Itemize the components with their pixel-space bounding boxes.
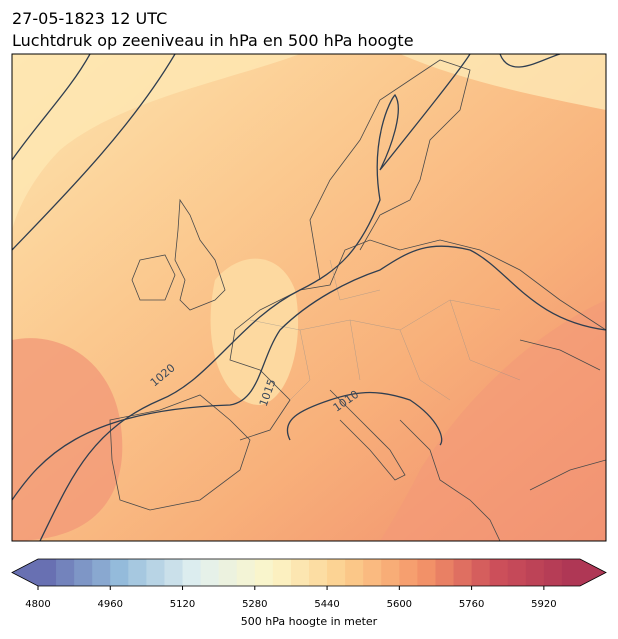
colorbar-tick-label: 5920: [531, 599, 556, 610]
colorbar-segment: [561, 559, 581, 586]
colorbar: 4800 4960 5120 5280 5440 5600 5760 5920: [11, 558, 607, 610]
colorbar-segment: [525, 559, 545, 586]
colorbar-tick-label: 5600: [387, 599, 412, 610]
field-band: [12, 54, 300, 230]
colorbar-segment: [453, 559, 473, 586]
colorbar-segment: [110, 559, 129, 586]
colorbar-segment: [399, 559, 418, 586]
colorbar-outline: [11, 558, 607, 587]
colorbar-extend-high: [580, 559, 606, 586]
field-band: [380, 300, 606, 541]
country-border: [249, 259, 521, 401]
colorbar-tick-label: 5280: [242, 599, 267, 610]
map-title: Luchtdruk op zeeniveau in hPa en 500 hPa…: [12, 31, 414, 50]
colorbar-segment: [489, 559, 509, 586]
coastline: [399, 419, 501, 541]
colorbar-segment: [345, 559, 364, 586]
colorbar-tick-label: 5760: [459, 599, 484, 610]
coastline: [109, 394, 251, 511]
isobar: [39, 54, 471, 541]
coastline: [229, 239, 606, 441]
colorbar-segment: [92, 559, 111, 586]
field-band: [210, 258, 299, 405]
isobar: [286, 391, 443, 446]
colorbar-segment: [254, 559, 274, 586]
colorbar-segment: [236, 559, 256, 586]
colorbar-segment: [182, 559, 202, 586]
coastline: [174, 198, 226, 311]
colorbar-segment: [56, 559, 75, 586]
colorbar-tick-label: 5440: [314, 599, 339, 610]
colorbar-tick-label: 4960: [98, 599, 123, 610]
isobar: [12, 54, 91, 161]
colorbar-label: 500 hPa hoogte in meter: [241, 615, 378, 628]
isobar: [12, 54, 176, 251]
coastline: [529, 459, 606, 491]
colorbar-segment: [507, 559, 527, 586]
colorbar-segment: [38, 559, 57, 586]
colorbar-segment: [471, 559, 491, 586]
date-line: 27-05-1823 12 UTC: [12, 9, 167, 28]
coastline: [309, 59, 471, 281]
colorbar-tick-label: 5120: [170, 599, 195, 610]
isobar: [12, 245, 606, 501]
colorbar-segment: [200, 559, 220, 586]
colorbar-tick-label: 4800: [25, 599, 50, 610]
colorbar-segment: [146, 559, 165, 586]
colorbar-segment: [327, 559, 346, 586]
colorbar-segment: [164, 559, 184, 586]
colorbar-segment: [543, 559, 563, 586]
colorbar-segment: [128, 559, 147, 586]
map: 1020 1015 1010: [12, 54, 606, 541]
colorbar-segment: [381, 559, 400, 586]
colorbar-segment: [290, 559, 310, 586]
colorbar-segment: [363, 559, 382, 586]
coastline: [329, 389, 406, 481]
colorbar-segment: [417, 559, 436, 586]
colorbar-extend-low: [12, 559, 38, 586]
isobar: [499, 54, 561, 68]
coastline: [519, 339, 601, 371]
colorbar-segment: [74, 559, 93, 586]
colorbar-segment: [272, 559, 292, 586]
coastline: [131, 254, 176, 301]
field-band: [400, 54, 606, 110]
field-band: [12, 338, 123, 541]
colorbar-segment: [218, 559, 238, 586]
colorbar-segment: [309, 559, 328, 586]
colorbar-segment: [435, 559, 455, 586]
map-frame: [11, 53, 607, 542]
